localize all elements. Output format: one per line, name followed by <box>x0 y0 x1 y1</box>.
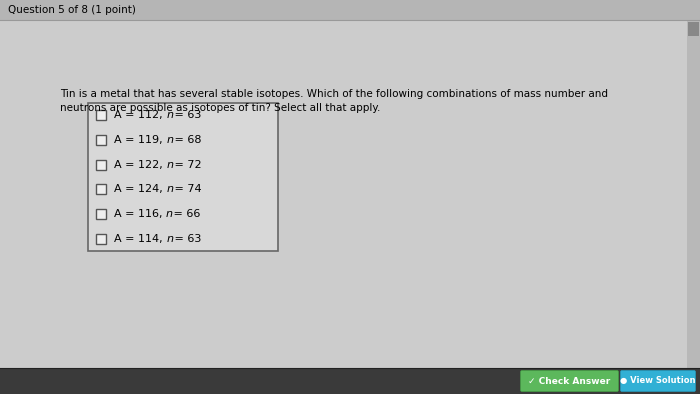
Bar <box>0 368 700 394</box>
Text: n: n <box>167 184 174 194</box>
Text: A = 116,: A = 116, <box>114 209 166 219</box>
Text: A = 119,: A = 119, <box>114 135 166 145</box>
Bar <box>96 160 106 170</box>
Bar <box>96 135 106 145</box>
Bar <box>0 20 700 368</box>
Text: n: n <box>167 160 174 170</box>
Bar <box>88 103 278 251</box>
Text: = 63: = 63 <box>171 234 201 243</box>
Text: Question 5 of 8 (1 point): Question 5 of 8 (1 point) <box>8 5 136 15</box>
Text: = 72: = 72 <box>171 160 202 170</box>
Bar <box>688 22 699 36</box>
Text: A = 112,: A = 112, <box>114 110 166 120</box>
FancyBboxPatch shape <box>620 370 696 392</box>
Text: ✓ Check Answer: ✓ Check Answer <box>528 377 610 385</box>
FancyBboxPatch shape <box>521 370 619 392</box>
Bar <box>687 20 700 368</box>
Text: n: n <box>166 209 173 219</box>
Text: n: n <box>166 234 173 243</box>
Bar <box>96 234 106 243</box>
Text: A = 114,: A = 114, <box>114 234 166 243</box>
Text: A = 124,: A = 124, <box>114 184 167 194</box>
Text: = 68: = 68 <box>171 135 201 145</box>
Text: = 66: = 66 <box>170 209 201 219</box>
Bar <box>96 110 106 120</box>
Bar <box>0 0 700 20</box>
Text: = 74: = 74 <box>171 184 202 194</box>
Text: A = 122,: A = 122, <box>114 160 167 170</box>
Text: = 63: = 63 <box>171 110 201 120</box>
Bar <box>96 184 106 194</box>
Text: Tin is a metal that has several stable isotopes. Which of the following combinat: Tin is a metal that has several stable i… <box>60 89 608 99</box>
Text: ● View Solution: ● View Solution <box>620 377 696 385</box>
Bar <box>96 209 106 219</box>
Text: n: n <box>166 135 173 145</box>
Text: neutrons are possible as isotopes of tin? Select all that apply.: neutrons are possible as isotopes of tin… <box>60 103 380 113</box>
Text: n: n <box>166 110 173 120</box>
